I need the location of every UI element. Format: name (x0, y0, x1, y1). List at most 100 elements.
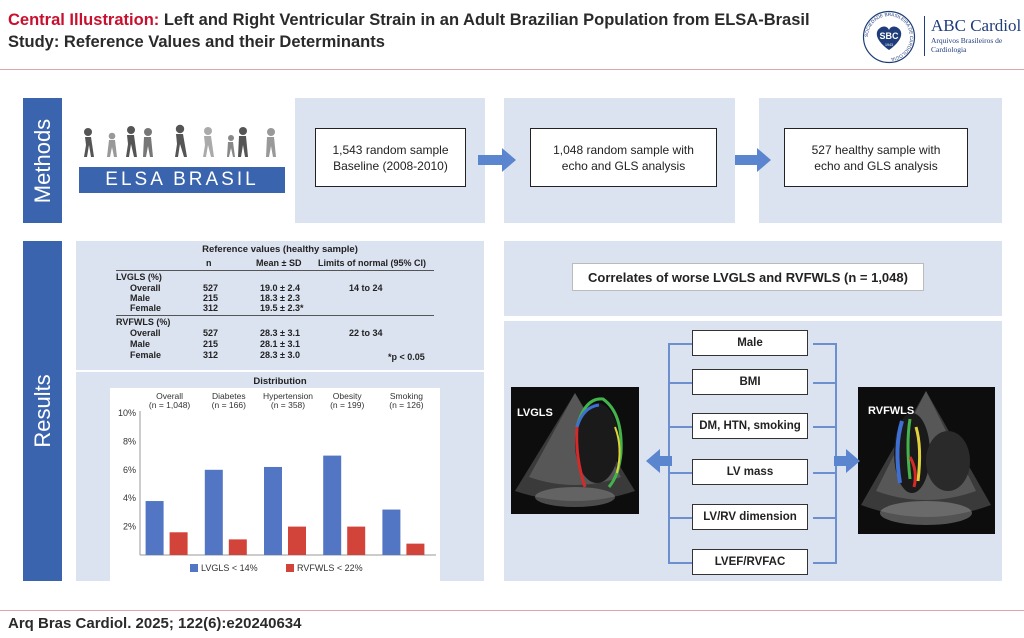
walking-people-icon (84, 124, 276, 157)
lvgls-echo-image: LVGLS (511, 387, 639, 514)
correlate-item: DM, HTN, smoking (692, 413, 808, 439)
title-line2: Study: Reference Values and their Determ… (8, 33, 385, 51)
row-label: Female (130, 350, 162, 360)
row-label: Female (130, 303, 162, 313)
row-mean: 18.3 ± 2.3 (260, 293, 300, 303)
connector-tick (813, 382, 837, 384)
journal-logo-subtext: Arquivos Brasileiros de Cardiologia (931, 36, 1003, 54)
row-n: 312 (203, 350, 219, 360)
row-label: Male (130, 293, 151, 303)
header-rule (0, 69, 1024, 70)
chart-title: Distribution (253, 376, 307, 387)
group-name: RVFWLS (%) (116, 317, 171, 327)
y-tick-label: 8% (123, 436, 136, 446)
row-mean: 19.0 ± 2.4 (260, 283, 300, 293)
sbc-seal-logo: SOCIEDADE BRASILEIRA DE CARDIOLOGIA SBC … (862, 10, 916, 64)
bar-lvgls (382, 509, 401, 555)
echo-heart-image (861, 391, 991, 525)
category-n-label: (n = 358) (271, 400, 305, 410)
category-label: Overall (156, 391, 183, 401)
bar-lvgls (145, 501, 164, 555)
method-step-3-panel: 527 healthy sample with echo and GLS anal… (759, 98, 1002, 223)
table-header-limits: Limits of normal (95% CI) (318, 258, 427, 268)
correlate-item: Male (692, 330, 808, 356)
category-n-label: (n = 199) (330, 400, 364, 410)
bar-lvgls (323, 455, 342, 555)
rvfwls-echo-image: RVFWLS (858, 387, 995, 534)
reference-values-table: Reference values (healthy sample) n Mean… (76, 241, 484, 370)
connector-tick (813, 426, 837, 428)
legend-label: LVGLS < 14% (201, 563, 258, 573)
row-mean: 28.1 ± 3.1 (260, 339, 300, 349)
category-n-label: (n = 166) (212, 400, 246, 410)
row-n: 527 (203, 328, 219, 338)
method-step-2-panel: 1,048 random sample with echo and GLS ana… (504, 98, 735, 223)
row-mean: 28.3 ± 3.0 (260, 350, 300, 360)
bar-rvfwls (169, 532, 188, 555)
y-tick-label: 6% (123, 465, 136, 475)
legend-swatch (286, 564, 294, 572)
connector-line-left (668, 343, 670, 562)
row-mean: 28.3 ± 3.1 (260, 328, 300, 338)
row-label: Overall (130, 283, 161, 293)
category-label: Diabetes (212, 391, 246, 401)
title-line1: Left and Right Ventricular Strain in an … (159, 11, 810, 29)
correlates-title: Correlates of worse LVGLS and RVFWLS (n … (572, 263, 924, 291)
y-tick-label: 2% (123, 522, 136, 532)
category-label: Hypertension (263, 391, 313, 401)
row-n: 527 (203, 283, 219, 293)
table-header-mean: Mean ± SD (256, 258, 302, 268)
category-n-label: (n = 1,048) (149, 400, 191, 410)
logo-divider (924, 16, 925, 56)
row-n: 215 (203, 293, 219, 303)
group-limits: 22 to 34 (349, 328, 383, 338)
connector-tick (668, 562, 692, 564)
bar-rvfwls (406, 543, 425, 555)
row-label: Male (130, 339, 151, 349)
connector-line-right (835, 343, 837, 562)
page-title: Central Illustration: Left and Right Ven… (8, 9, 838, 53)
group-name: LVGLS (%) (116, 272, 162, 282)
y-tick-label: 4% (123, 493, 136, 503)
method-step-1-panel: 1,543 random sample Baseline (2008-2010) (295, 98, 485, 223)
connector-tick (813, 517, 837, 519)
connector-tick (668, 472, 692, 474)
citation: Arq Bras Cardiol. 2025; 122(6):e20240634 (8, 615, 302, 632)
connector-tick (668, 426, 692, 428)
connector-tick (813, 343, 837, 345)
method-step-1: 1,543 random sample Baseline (2008-2010) (315, 128, 466, 187)
bar-rvfwls (347, 526, 366, 555)
distribution-chart: 10% 8% 6% 4% 2% Overall (n = 1,048) Diabetes (n … (110, 388, 440, 581)
correlates-title-panel: Correlates of worse LVGLS and RVFWLS (n … (504, 241, 1002, 316)
bar-lvgls (204, 469, 223, 555)
connector-tick (668, 382, 692, 384)
methods-label: Methods (23, 98, 62, 223)
table-title: Reference values (healthy sample) (202, 244, 358, 255)
distribution-chart-svg: 10%8%6%4%2%Overall(n = 1,048)Diabetes(n … (118, 391, 436, 573)
table-divider (116, 270, 434, 271)
legend-label: RVFWLS < 22% (297, 563, 363, 573)
reference-values-panel: Reference values (healthy sample) n Mean… (76, 241, 484, 370)
row-n: 312 (203, 303, 219, 313)
category-label: Smoking (390, 391, 423, 401)
correlate-item: LVEF/RVFAC (692, 549, 808, 575)
connector-tick (668, 517, 692, 519)
legend-swatch (190, 564, 198, 572)
group-limits: 14 to 24 (349, 283, 383, 293)
arrow-right-icon (478, 148, 516, 172)
table-footnote: *p < 0.05 (388, 352, 425, 362)
study-logo-text: ELSA BRASIL (79, 167, 285, 193)
echo-right-label: RVFWLS (868, 405, 915, 417)
connector-tick (813, 472, 837, 474)
results-label: Results (23, 241, 62, 581)
table-divider (116, 315, 434, 316)
elsa-brasil-logo: ELSA BRASIL (76, 98, 286, 223)
bar-rvfwls (288, 526, 306, 555)
category-label: Obesity (333, 391, 363, 401)
correlates-panel: LVGLS RVFWLS Male BMI DM, HTN, s (504, 321, 1002, 581)
bar-lvgls (264, 466, 282, 555)
correlate-item: LV mass (692, 459, 808, 485)
connector-tick (813, 562, 837, 564)
row-mean: 19.5 ± 2.3* (260, 303, 304, 313)
seal-year: 1943 (885, 43, 893, 47)
